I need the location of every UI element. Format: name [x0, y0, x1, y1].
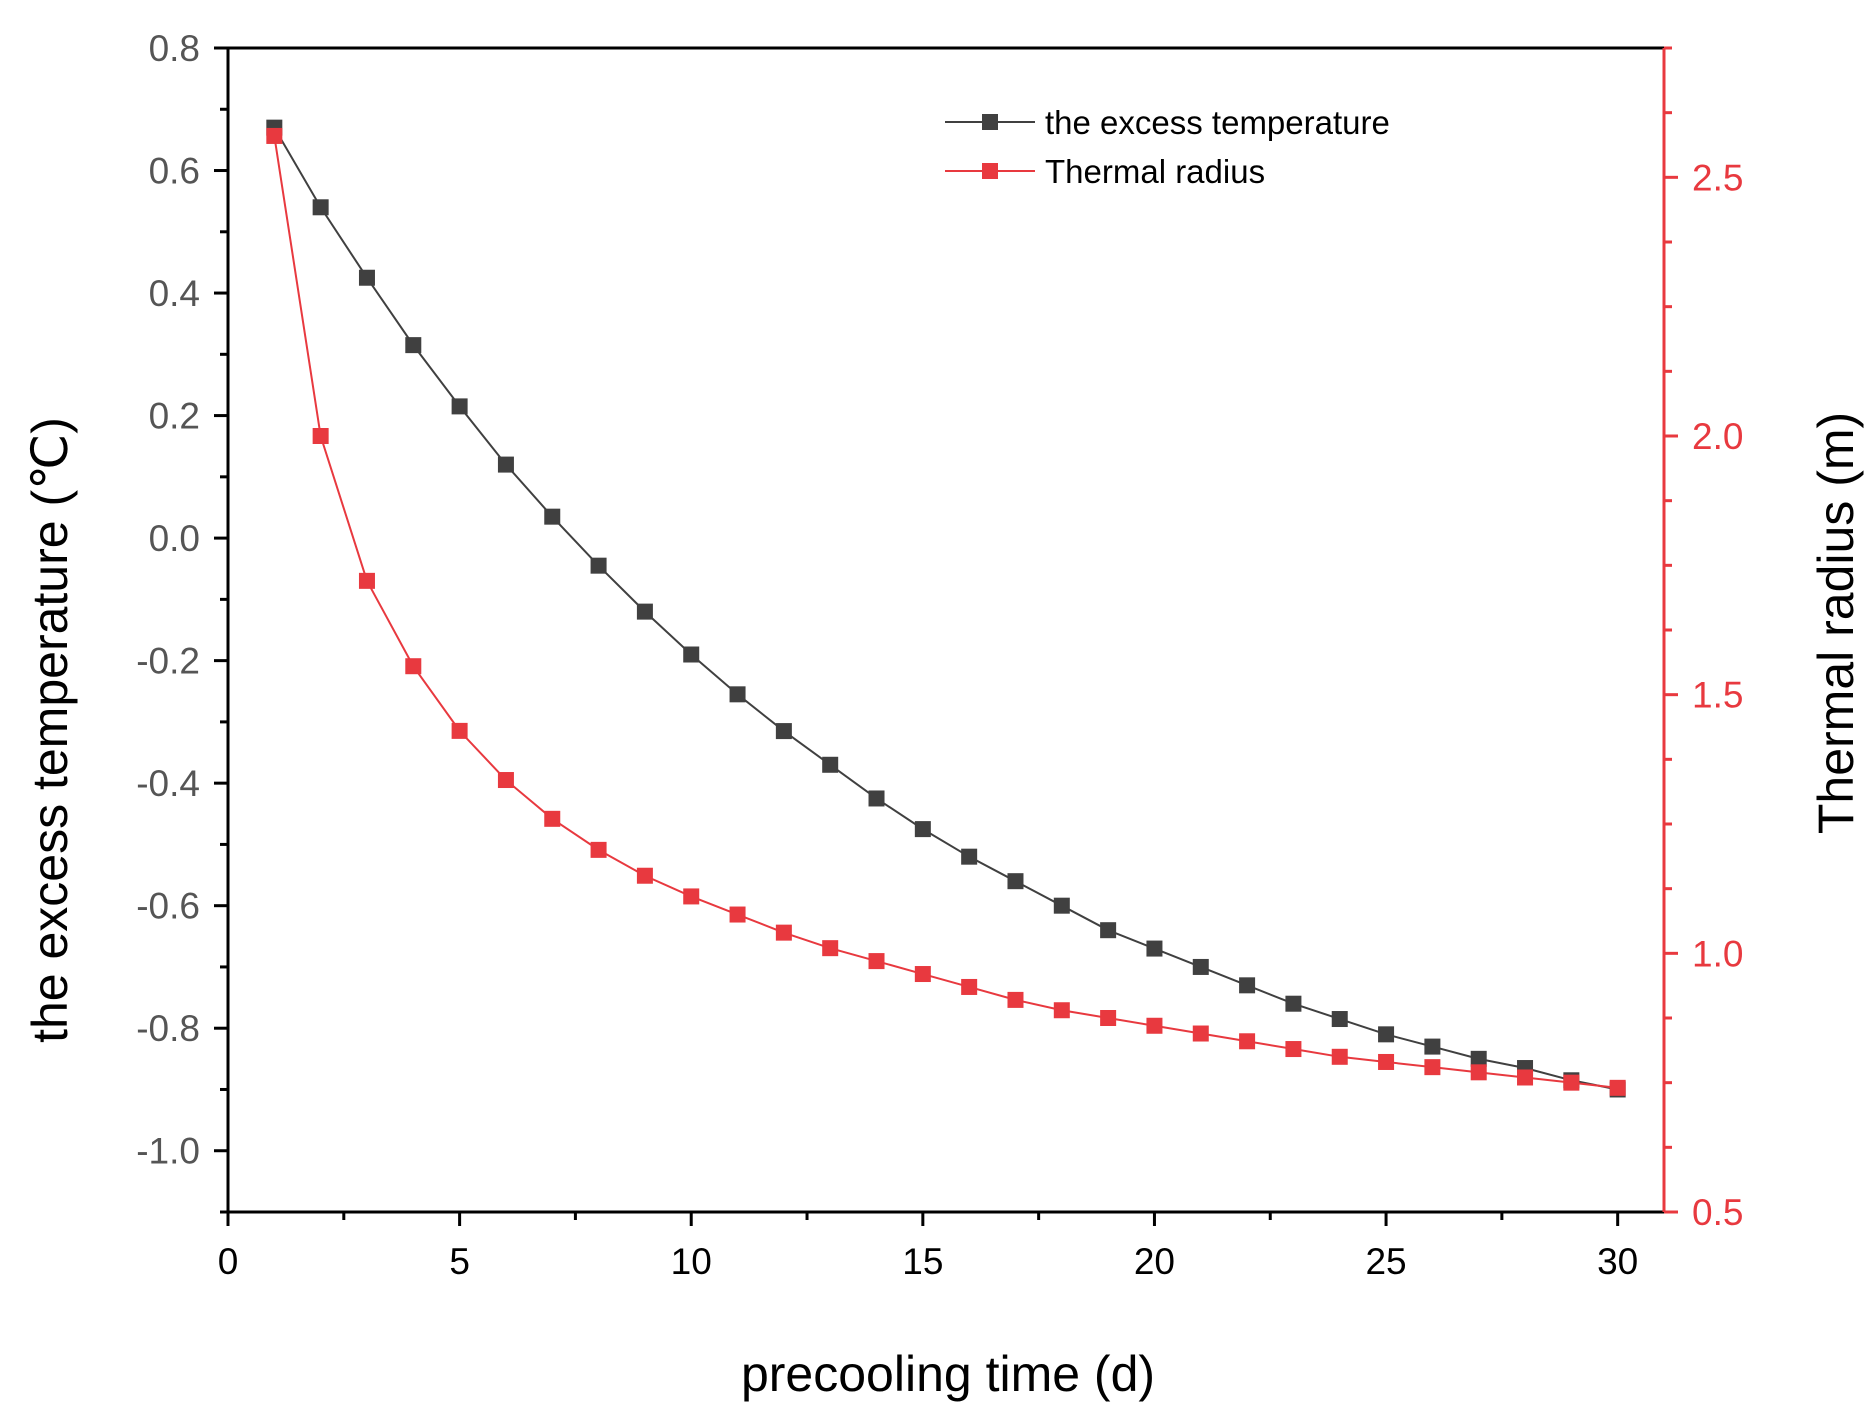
legend-label-series-2: Thermal radius [1045, 153, 1265, 190]
series-1-point [1331, 1011, 1348, 1028]
series-2-point [312, 428, 329, 444]
series-1-point [775, 723, 792, 740]
y-tick-label: -0.4 [136, 763, 200, 804]
series-2-point [822, 940, 839, 957]
x-tick-label: 0 [218, 1241, 239, 1282]
legend-label-series-1: the excess temperature [1045, 104, 1390, 141]
legend-marker-series-1 [982, 114, 998, 130]
series-1-point [1146, 940, 1163, 957]
y2-tick-label: 1.0 [1692, 933, 1743, 974]
series-1-point [1239, 977, 1256, 994]
series-1-point [868, 790, 885, 807]
y-tick-label: -0.2 [136, 641, 200, 682]
series-2-point [1239, 1033, 1256, 1050]
series-1-point [1053, 897, 1070, 914]
series-1-point [961, 848, 978, 865]
series-1-point [1007, 873, 1024, 890]
y-tick-label: 0.6 [149, 151, 200, 192]
series-line-1 [273, 127, 1618, 1091]
series-1-point [544, 508, 561, 525]
series-2-point [1053, 1002, 1070, 1019]
series-1-point [683, 646, 700, 663]
series-1-point [1100, 922, 1117, 939]
y-tick-label: 0.8 [149, 28, 200, 69]
y-tick-label: -1.0 [136, 1131, 200, 1172]
x-tick-label: 20 [1134, 1241, 1175, 1282]
series-2-point [1378, 1053, 1395, 1070]
series-2-point [1285, 1041, 1302, 1058]
series-2-point [1331, 1048, 1348, 1065]
y2-axis-title: Thermal radius (m) [1808, 412, 1864, 834]
series-2-point [636, 867, 653, 884]
x-tick-label: 15 [902, 1241, 943, 1282]
series-1-point [451, 398, 468, 415]
series-1-point [822, 756, 839, 773]
series-2-point [1007, 991, 1024, 1008]
series-2-point [1609, 1079, 1626, 1096]
series-2-point [729, 906, 746, 923]
series-1-point [914, 821, 931, 838]
series-2-point [868, 953, 885, 970]
series-layer [266, 119, 1626, 1098]
y-tick-label: -0.8 [136, 1008, 200, 1049]
series-2-point [1192, 1025, 1209, 1042]
series-1-point [405, 337, 422, 354]
series-1-point [1424, 1038, 1441, 1055]
x-tick-label: 10 [671, 1241, 712, 1282]
series-2-point [358, 572, 375, 589]
series-2-point [683, 888, 700, 905]
series-1-point [358, 269, 375, 286]
series-1-point [729, 686, 746, 703]
series-line-2 [273, 135, 1618, 1089]
x-tick-label: 5 [449, 1241, 470, 1282]
series-2-point [914, 966, 931, 983]
series-2-point [961, 978, 978, 995]
y2-tick-label: 0.5 [1692, 1192, 1743, 1233]
series-2-point [1563, 1074, 1580, 1091]
series-2-point [497, 772, 514, 789]
series-1-point [1470, 1050, 1487, 1067]
x-tick-label: 30 [1597, 1241, 1638, 1282]
legend: the excess temperature Thermal radius [945, 104, 1390, 190]
series-1-point [1192, 958, 1209, 975]
series-2-point [1517, 1069, 1534, 1086]
series-1-point [1285, 995, 1302, 1012]
y-tick-label: -0.6 [136, 886, 200, 927]
series-1-point [636, 603, 653, 620]
y2-tick-label: 2.5 [1692, 157, 1743, 198]
series-2-point [1146, 1017, 1163, 1034]
series-2-point [775, 924, 792, 941]
series-2-point [1470, 1064, 1487, 1081]
series-2-point [1424, 1059, 1441, 1076]
series-1-point [1378, 1026, 1395, 1043]
y-tick-label: 0.4 [149, 273, 200, 314]
series-2-point [451, 722, 468, 739]
series-1-point [590, 557, 607, 574]
y-axis-title: the excess temperature (℃) [22, 417, 78, 1043]
series-2-point [590, 841, 607, 858]
series-2-point [1100, 1010, 1117, 1026]
series-1-point [497, 456, 514, 473]
series-2-point [544, 810, 561, 827]
legend-marker-series-2 [982, 163, 998, 179]
series-2-point [266, 127, 283, 144]
y-tick-label: 0.0 [149, 518, 200, 559]
y2-tick-label: 1.5 [1692, 675, 1743, 716]
x-tick-label: 25 [1365, 1241, 1406, 1282]
y-tick-label: 0.2 [149, 396, 200, 437]
x-axis-title: precooling time (d) [741, 1346, 1155, 1402]
y2-tick-label: 2.0 [1692, 416, 1743, 457]
series-1-point [312, 199, 329, 216]
series-2-point [405, 658, 422, 675]
axes-layer: 0 5 10 15 20 25 30 0.8 0.6 0.4 0.2 0.0 -0.2 -0.4 -0.6 -… [136, 28, 1743, 1282]
labels-layer: precooling time (d) the excess temperatu… [22, 412, 1864, 1402]
